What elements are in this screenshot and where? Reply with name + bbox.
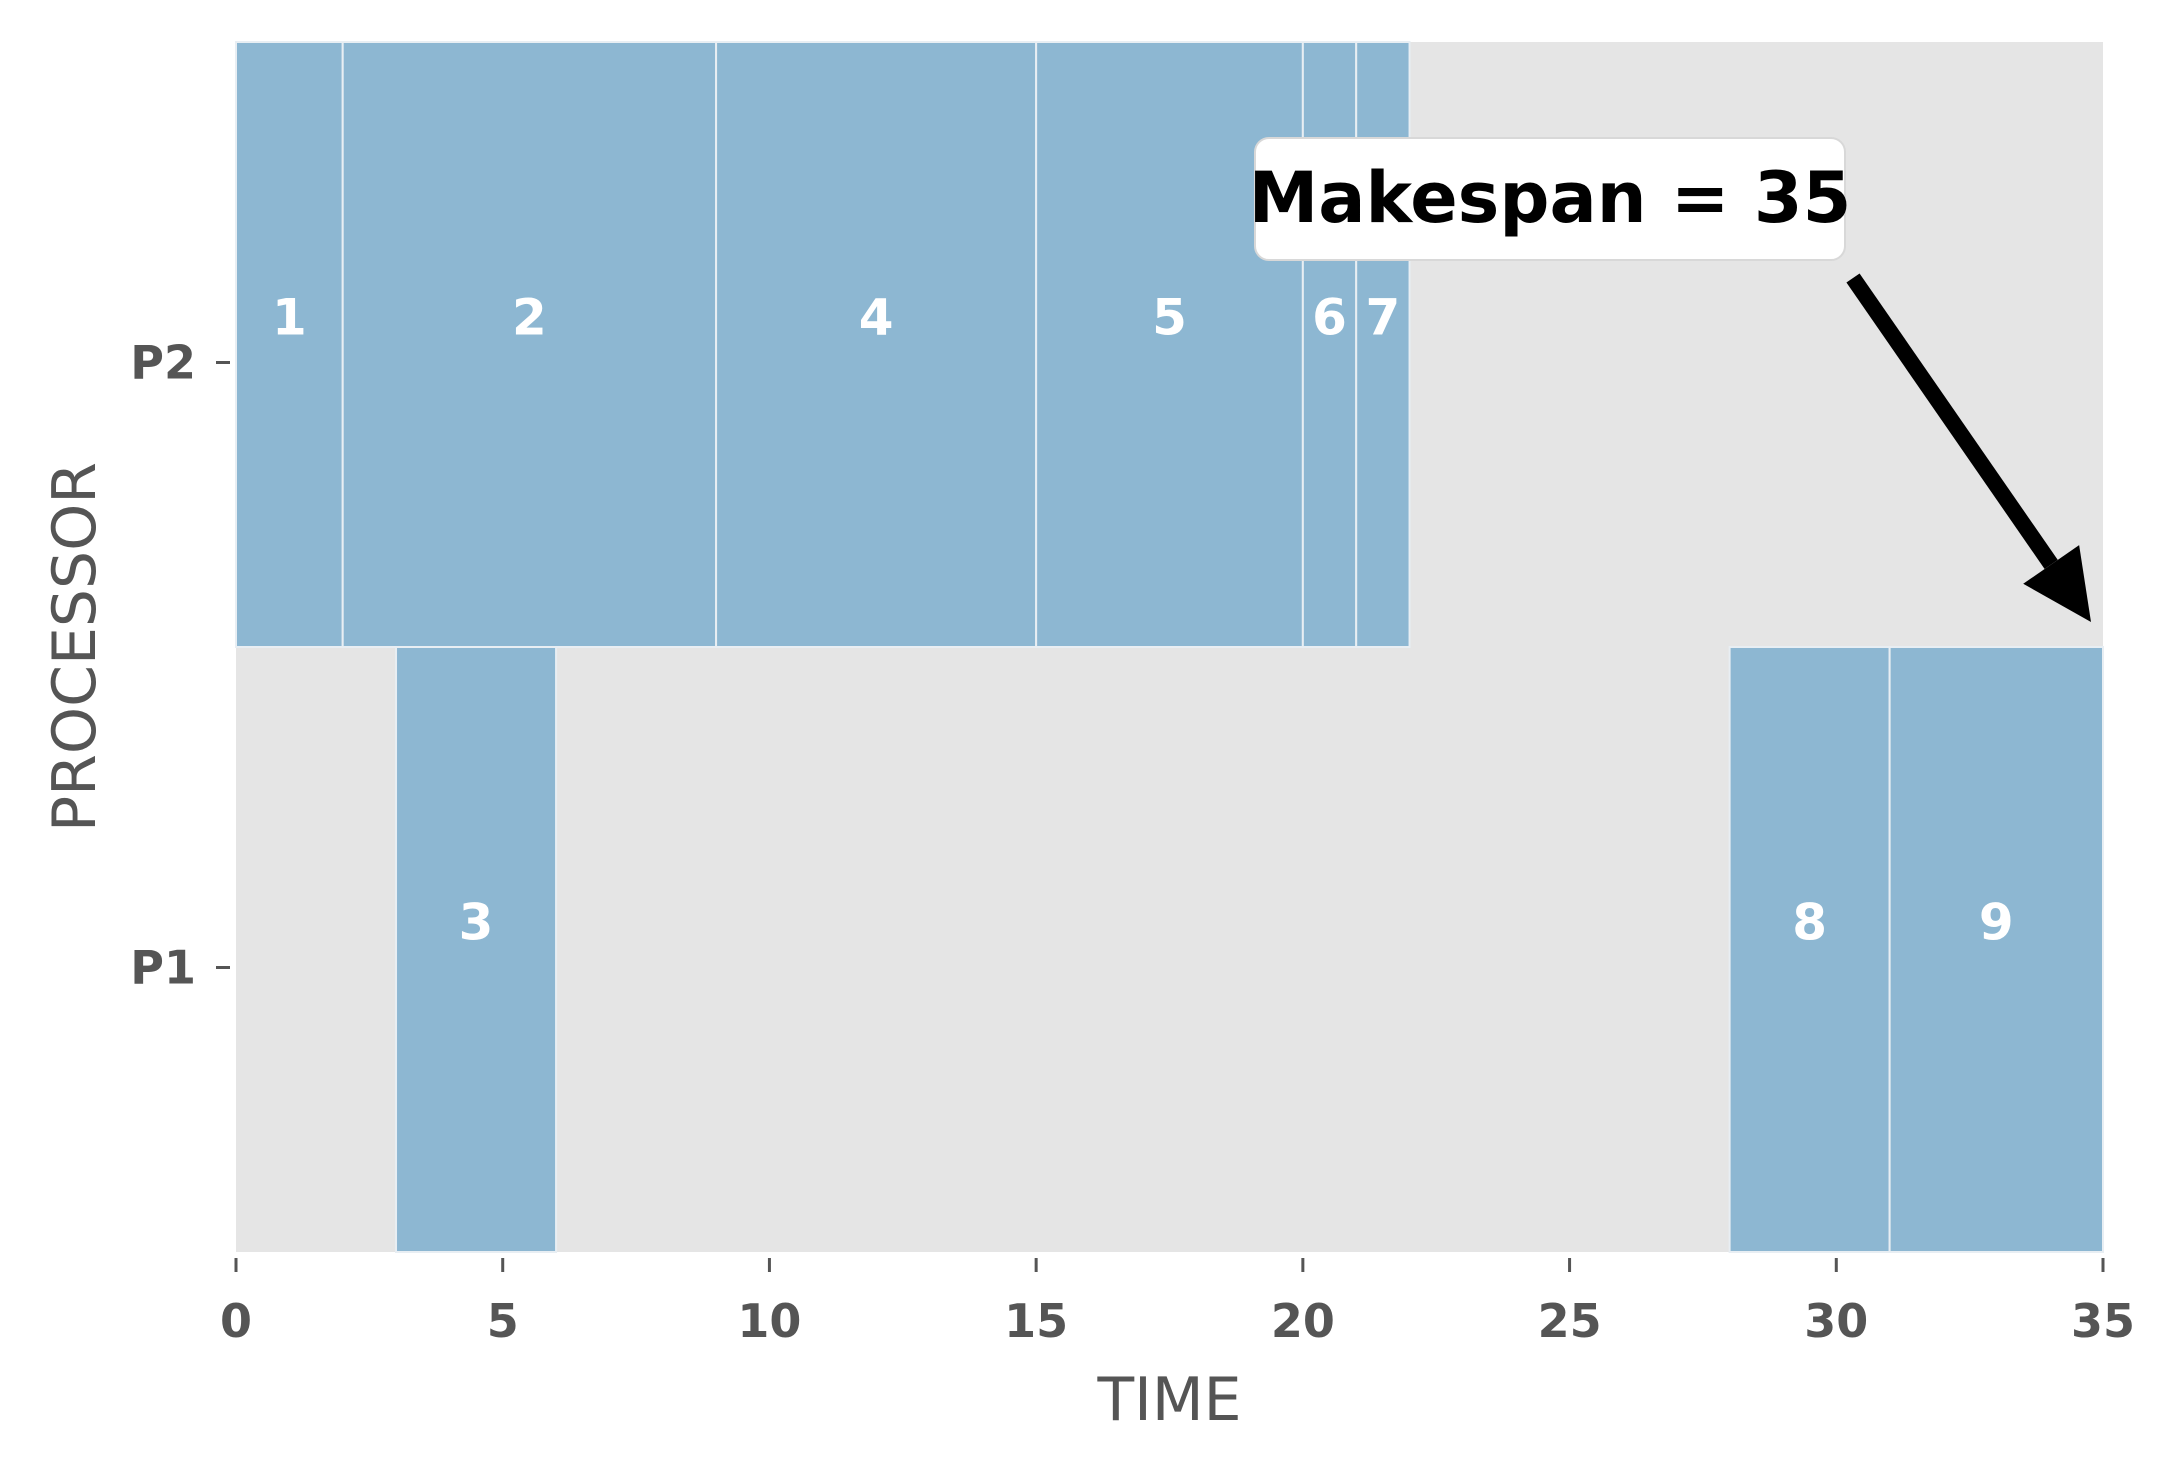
makespan-annotation: Makespan = 35 xyxy=(1249,137,2091,622)
x-tick-label-10: 10 xyxy=(737,1294,801,1348)
annotation-arrow-shaft xyxy=(1846,273,2058,569)
y-axis-label: PROCESSOR xyxy=(40,462,110,832)
task-bar-8 xyxy=(1728,646,1891,1253)
task-label-6: 6 xyxy=(1312,289,1347,347)
task-bars xyxy=(235,41,2104,1253)
task-bar-3 xyxy=(395,646,558,1253)
annotation-box xyxy=(1254,137,1846,261)
x-tick-label-5: 5 xyxy=(487,1294,519,1348)
task-label-5: 5 xyxy=(1152,289,1187,347)
x-tick-label-15: 15 xyxy=(1004,1294,1068,1348)
x-tick-label-35: 35 xyxy=(2071,1294,2135,1348)
task-bar-2 xyxy=(341,41,718,648)
x-axis-ticks: 0 5 10 15 20 25 30 35 xyxy=(220,1258,2135,1348)
task-bar-9 xyxy=(1888,646,2104,1253)
task-label-4: 4 xyxy=(859,289,894,347)
x-tick-label-30: 30 xyxy=(1804,1294,1868,1348)
task-label-7: 7 xyxy=(1365,289,1400,347)
x-axis-label: TIME xyxy=(1096,1365,1241,1435)
x-tick-label-25: 25 xyxy=(1538,1294,1602,1348)
task-label-2: 2 xyxy=(512,289,547,347)
task-bar-1 xyxy=(235,41,344,648)
annotation-arrow-head xyxy=(2023,545,2091,622)
y-tick-label-P1: P1 xyxy=(130,941,196,995)
task-label-3: 3 xyxy=(459,894,494,952)
annotation-text: Makespan = 35 xyxy=(1249,157,1852,239)
task-label-1: 1 xyxy=(272,289,307,347)
task-label-9: 9 xyxy=(1979,894,2014,952)
task-bar-4 xyxy=(715,41,1038,648)
x-tick-label-20: 20 xyxy=(1271,1294,1335,1348)
y-tick-label-P2: P2 xyxy=(130,336,196,390)
task-labels: 1 2 4 5 6 73 8 9 xyxy=(272,289,2014,952)
task-label-8: 8 xyxy=(1792,894,1827,952)
x-tick-label-0: 0 xyxy=(220,1294,252,1348)
y-axis-ticks: P1 P2 xyxy=(130,336,230,995)
